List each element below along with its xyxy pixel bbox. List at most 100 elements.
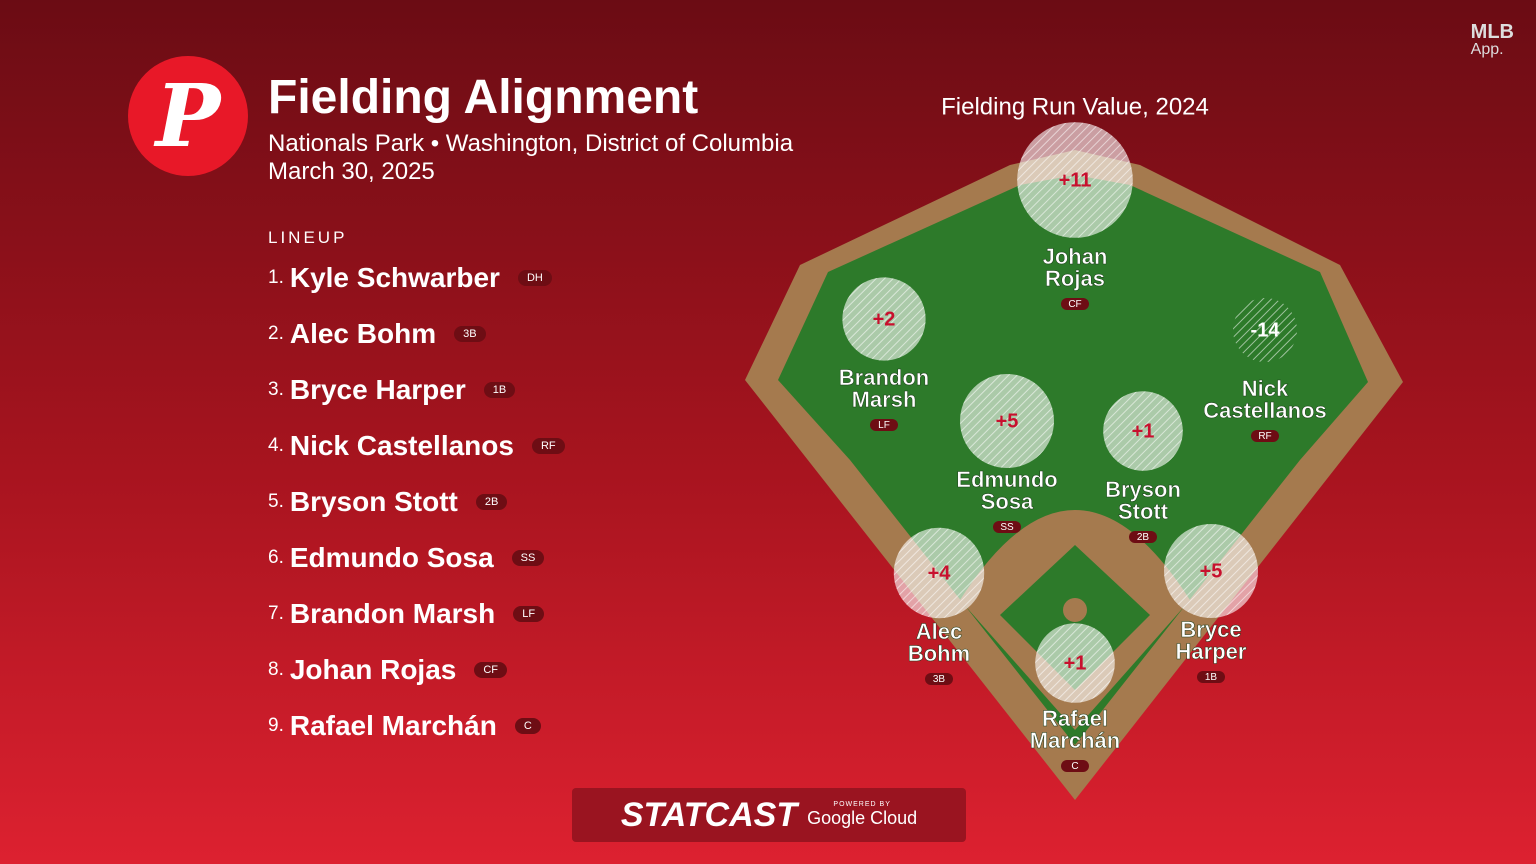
lineup-number: 3. [268, 379, 284, 400]
player-name: Alec [916, 619, 962, 644]
position-pill: 2B [475, 494, 508, 510]
player-name: Bryce [1180, 617, 1241, 642]
position-pill: CF [474, 662, 508, 678]
position-pill [1251, 430, 1279, 442]
badge-line: MLB [1470, 21, 1514, 43]
value-hatch [842, 277, 926, 361]
value-hatch [1035, 623, 1115, 703]
lineup-heading: LINEUP [268, 228, 348, 247]
player-name: Bohm [908, 641, 970, 666]
position-pill: LF [513, 606, 545, 622]
player-name: Sosa [981, 489, 1034, 514]
position-pill [993, 521, 1021, 533]
value-label: +2 [873, 308, 896, 330]
position-pill [1129, 531, 1157, 543]
player-name: Johan [1043, 244, 1108, 269]
value-label: +5 [1200, 560, 1223, 582]
footer: STATCAST POWERED BY Google Cloud [572, 788, 966, 842]
player-name: Rafael Marchán [289, 710, 497, 741]
lineup-row: 6. Edmundo Sosa SS [268, 542, 545, 574]
player-name: Brandon [839, 365, 929, 390]
lineup-number: 6. [268, 547, 284, 568]
position-pill: 3B [454, 326, 486, 342]
position-label: 1B [1205, 672, 1218, 683]
value-label: -14 [1251, 319, 1281, 341]
partner: Google Cloud [807, 808, 918, 828]
position-pill: 1B [483, 382, 516, 398]
position-pill [925, 673, 953, 685]
value-label: +4 [928, 562, 952, 584]
lineup-number: 4. [268, 435, 284, 456]
position-label: CF [1068, 299, 1081, 310]
player-name: Edmundo [956, 467, 1057, 492]
player-name: Marchán [1030, 728, 1120, 753]
position-pill: RF [531, 438, 565, 454]
position-pill: SS [511, 550, 545, 566]
value-hatch [1017, 122, 1133, 238]
mound [1063, 598, 1087, 622]
value-hatch [1103, 391, 1183, 471]
lineup-row: 1. Kyle Schwarber DH [268, 262, 552, 294]
player-name: Alec Bohm [289, 318, 437, 349]
powered-by: POWERED BY [833, 801, 891, 808]
badge-line: App. [1470, 41, 1504, 58]
lineup-number: 1. [268, 267, 284, 288]
lineup-row: 7. Brandon Marsh LF [268, 598, 545, 630]
brand: STATCAST [620, 795, 798, 834]
player-name: Nick [1242, 376, 1289, 401]
value-hatch [1164, 524, 1258, 618]
player-name: Kyle Schwarber [289, 262, 500, 293]
venue: Nationals Park • Washington, District of… [268, 130, 794, 157]
player-name: Brandon Marsh [289, 598, 496, 629]
position-pill [1061, 298, 1089, 310]
position-pill: DH [517, 270, 552, 286]
position-label: SS [1000, 522, 1014, 533]
player-name: Rojas [1045, 266, 1105, 291]
value-hatch [960, 374, 1054, 468]
position-label: 3B [933, 674, 946, 685]
lineup-row: 3. Bryce Harper 1B [268, 374, 516, 406]
lineup-row: 4. Nick Castellanos RF [268, 430, 565, 462]
player-name: Marsh [852, 387, 917, 412]
player-name: Johan Rojas [289, 654, 457, 685]
lineup-number: 7. [268, 603, 284, 624]
field-title: Fielding Run Value, 2024 [941, 93, 1209, 120]
lineup-row: 8. Johan Rojas CF [268, 654, 508, 686]
player-name: Bryson [1105, 477, 1181, 502]
date: March 30, 2025 [268, 158, 435, 185]
title: Fielding Alignment [268, 71, 699, 124]
lineup-number: 9. [268, 715, 284, 736]
position-pill [1061, 760, 1089, 772]
position-pill: C [514, 718, 541, 734]
position-label: 2B [1137, 532, 1150, 543]
app-badge: MLB App. [1443, 21, 1514, 58]
player-name: Bryce Harper [289, 374, 466, 405]
position-label: LF [878, 420, 890, 431]
value-label: +1 [1132, 420, 1155, 442]
lineup-row: 9. Rafael Marchán C [268, 710, 541, 742]
position-label: RF [1258, 431, 1271, 442]
value-hatch [1233, 298, 1297, 362]
position-label: C [1071, 761, 1078, 772]
player-name: Edmundo Sosa [289, 542, 494, 573]
value-label: +1 [1064, 652, 1087, 674]
player-name: Bryson Stott [289, 486, 458, 517]
player-name: Stott [1118, 499, 1169, 524]
lineup-row: 5. Bryson Stott 2B [268, 486, 508, 518]
value-hatch [893, 527, 985, 619]
position-pill [870, 419, 898, 431]
lineup-number: 5. [268, 491, 284, 512]
player-name: Castellanos [1203, 398, 1327, 423]
lineup-row: 2. Alec Bohm 3B [268, 318, 486, 350]
player-name: Harper [1176, 639, 1247, 664]
